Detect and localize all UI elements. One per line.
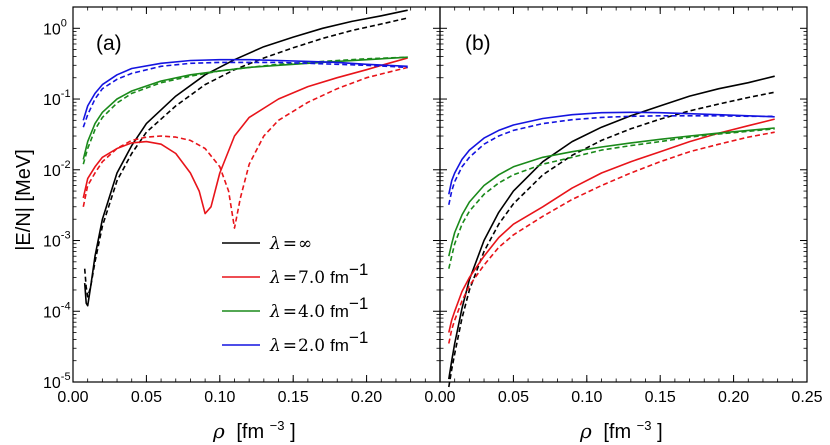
series-line	[448, 131, 775, 344]
x-tick-label: 0.10	[204, 389, 235, 406]
series-line	[82, 66, 408, 229]
x-title-exp: −3	[637, 418, 652, 433]
x-axis-title-b: ρ [fm −3 ]	[579, 413, 663, 443]
plot-frame	[439, 6, 808, 383]
x-title-symbol: ρ	[212, 419, 225, 443]
legend-label: λ =7.0 fm−1	[269, 260, 368, 288]
x-tick-label: 0.15	[278, 389, 309, 406]
series-line	[448, 115, 775, 205]
y-tick-label: 100	[43, 17, 67, 38]
legend-item: λ =4.0 fm−1	[222, 294, 368, 322]
x-title-unit: [fm	[236, 421, 264, 443]
y-tick-label: 10-3	[43, 230, 71, 251]
x-tick-label: 0.05	[131, 389, 162, 406]
legend-item: λ =∞	[222, 234, 312, 254]
x-title-exp: −3	[270, 418, 285, 433]
legend-item: λ =2.0 fm−1	[222, 328, 368, 356]
y-tick-label: 10-5	[43, 371, 71, 392]
x-axis-title-a: ρ [fm −3 ]	[212, 413, 296, 443]
series-line	[82, 58, 408, 121]
x-tick-label: 0.15	[645, 389, 676, 406]
y-tick-label: 10-4	[43, 300, 71, 321]
x-tick-label: 0.20	[718, 389, 749, 406]
x-tick-label: 0.10	[571, 389, 602, 406]
plot-frame	[72, 6, 441, 383]
panel-b: 0.00 0.05 0.10 0.15 0.20 0.25	[424, 6, 823, 406]
y-axis-title: |E/N| [MeV]	[13, 149, 35, 251]
x-title-close: ]	[290, 421, 296, 443]
x-title-symbol: ρ	[579, 419, 592, 443]
panel-a: 0.00 0.05 0.10 0.15 0.20 10-5 10-4 10-3 10-2 10-1…	[43, 6, 441, 406]
legend-label: λ =4.0 fm−1	[269, 294, 368, 322]
x-tick-label: 0.20	[351, 389, 382, 406]
legend: λ =∞ λ =7.0 fm−1 λ =4.0 fm−1 λ =2.0 fm−1	[222, 234, 368, 356]
series-line	[448, 75, 775, 380]
series-line	[82, 56, 408, 165]
svg-text:ρ [fm −3 ]: ρ [fm −3 ]	[579, 413, 663, 443]
series-line	[448, 118, 775, 333]
x-tick-label: 0.00	[57, 389, 88, 406]
legend-label: λ =2.0 fm−1	[269, 328, 368, 356]
series-line	[82, 61, 408, 128]
x-title-close: ]	[657, 421, 663, 443]
series-line	[82, 57, 408, 215]
series-line	[448, 111, 775, 195]
y-tick-label: 10-1	[43, 88, 71, 109]
x-tick-label: 0.05	[498, 389, 529, 406]
panel-label-a: (a)	[96, 32, 122, 55]
legend-item: λ =7.0 fm−1	[222, 260, 368, 288]
x-title-unit: [fm	[603, 421, 631, 443]
series-line	[83, 17, 408, 298]
x-tick-label: 0.00	[424, 389, 455, 406]
svg-text:ρ [fm −3 ]: ρ [fm −3 ]	[212, 413, 296, 443]
series-line	[448, 127, 775, 257]
y-tick-label: 10-2	[43, 159, 71, 180]
x-tick-label: 0.25	[791, 389, 822, 406]
panel-label-b: (b)	[465, 32, 491, 55]
legend-label: λ =∞	[269, 234, 312, 254]
series-line	[448, 91, 775, 388]
